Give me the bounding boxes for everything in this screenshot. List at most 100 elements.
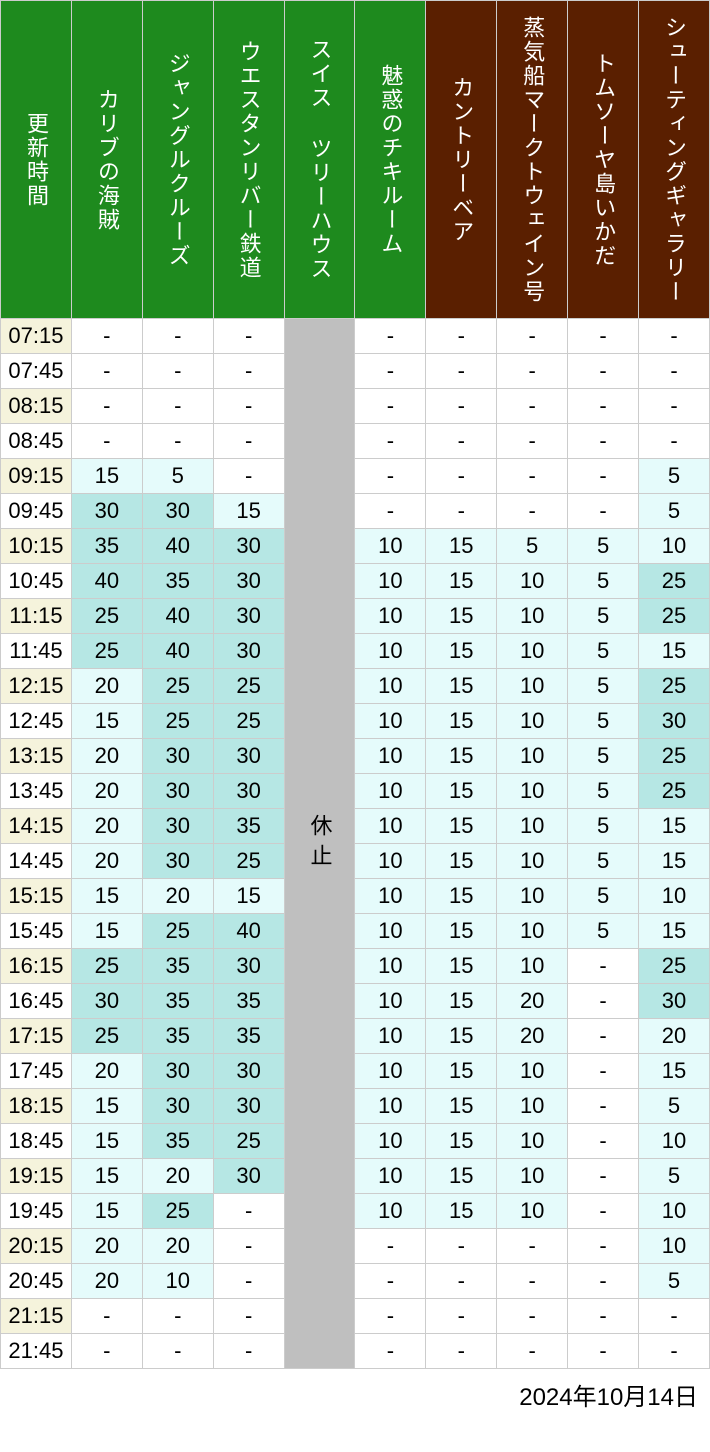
table-row: 12:15202525101510525 <box>1 669 710 704</box>
wait-cell-shoot: 25 <box>639 739 710 774</box>
header-row: 更新時間カリブの海賊ジャングルクルーズウエスタンリバー鉄道スイス ツリーハウス魅… <box>1 1 710 319</box>
wait-cell-jungle: 40 <box>142 599 213 634</box>
table-row: 10:45403530101510525 <box>1 564 710 599</box>
wait-cell-country: - <box>426 494 497 529</box>
wait-cell-shoot: 30 <box>639 704 710 739</box>
table-row: 18:15153030101510-5 <box>1 1089 710 1124</box>
wait-cell-tom: - <box>568 494 639 529</box>
wait-time-table: 更新時間カリブの海賊ジャングルクルーズウエスタンリバー鉄道スイス ツリーハウス魅… <box>0 0 710 1369</box>
wait-cell-jungle: 30 <box>142 1089 213 1124</box>
time-cell: 12:45 <box>1 704 72 739</box>
wait-cell-shoot: 10 <box>639 879 710 914</box>
wait-cell-shoot: 5 <box>639 459 710 494</box>
wait-cell-shoot: 5 <box>639 1089 710 1124</box>
wait-cell-western: - <box>213 389 284 424</box>
table-row: 09:15155-----5 <box>1 459 710 494</box>
wait-cell-western: 30 <box>213 739 284 774</box>
wait-cell-shoot: 15 <box>639 914 710 949</box>
header-swiss: スイス ツリーハウス <box>284 1 355 319</box>
wait-cell-tiki: 10 <box>355 844 426 879</box>
wait-cell-jungle: 30 <box>142 774 213 809</box>
wait-cell-jungle: 40 <box>142 529 213 564</box>
wait-cell-tiki: 10 <box>355 1124 426 1159</box>
wait-cell-jungle: 35 <box>142 949 213 984</box>
table-row: 07:45-------- <box>1 354 710 389</box>
wait-cell-country: - <box>426 424 497 459</box>
wait-cell-country: 15 <box>426 984 497 1019</box>
wait-cell-caribb: 40 <box>71 564 142 599</box>
wait-cell-tiki: 10 <box>355 879 426 914</box>
wait-cell-western: - <box>213 1299 284 1334</box>
wait-cell-shoot: 30 <box>639 984 710 1019</box>
wait-cell-tom: - <box>568 1229 639 1264</box>
wait-cell-twain: 10 <box>497 844 568 879</box>
header-tom: トムソーヤ島いかだ <box>568 1 639 319</box>
wait-cell-western: 30 <box>213 774 284 809</box>
wait-cell-caribb: 15 <box>71 459 142 494</box>
wait-cell-country: 15 <box>426 1194 497 1229</box>
wait-cell-twain: 10 <box>497 704 568 739</box>
wait-cell-country: 15 <box>426 564 497 599</box>
table-row: 11:15254030101510525 <box>1 599 710 634</box>
wait-cell-twain: - <box>497 389 568 424</box>
wait-cell-shoot: - <box>639 1299 710 1334</box>
wait-cell-western: 25 <box>213 669 284 704</box>
wait-cell-twain: 10 <box>497 809 568 844</box>
wait-cell-country: - <box>426 354 497 389</box>
wait-cell-tiki: - <box>355 354 426 389</box>
wait-cell-tiki: 10 <box>355 949 426 984</box>
time-cell: 19:15 <box>1 1159 72 1194</box>
time-cell: 20:45 <box>1 1264 72 1299</box>
time-cell: 18:45 <box>1 1124 72 1159</box>
wait-cell-country: - <box>426 319 497 354</box>
wait-cell-western: 40 <box>213 914 284 949</box>
wait-cell-jungle: 35 <box>142 1124 213 1159</box>
wait-cell-tiki: 10 <box>355 1019 426 1054</box>
wait-cell-twain: 10 <box>497 599 568 634</box>
header-caribb: カリブの海賊 <box>71 1 142 319</box>
wait-cell-twain: 10 <box>497 1089 568 1124</box>
wait-cell-shoot: 5 <box>639 1264 710 1299</box>
wait-cell-western: 25 <box>213 1124 284 1159</box>
wait-cell-tiki: 10 <box>355 984 426 1019</box>
wait-cell-jungle: - <box>142 424 213 459</box>
header-jungle: ジャングルクルーズ <box>142 1 213 319</box>
wait-cell-country: 15 <box>426 669 497 704</box>
wait-cell-western: - <box>213 319 284 354</box>
wait-cell-country: 15 <box>426 1054 497 1089</box>
wait-cell-jungle: - <box>142 354 213 389</box>
wait-cell-tiki: 10 <box>355 1194 426 1229</box>
wait-cell-tiki: - <box>355 424 426 459</box>
wait-cell-western: 30 <box>213 634 284 669</box>
date-label: 2024年10月14日 <box>0 1369 710 1416</box>
wait-cell-shoot: 15 <box>639 1054 710 1089</box>
wait-cell-jungle: - <box>142 319 213 354</box>
wait-cell-caribb: 25 <box>71 599 142 634</box>
wait-cell-tiki: 10 <box>355 704 426 739</box>
time-cell: 10:15 <box>1 529 72 564</box>
wait-cell-tiki: - <box>355 389 426 424</box>
wait-cell-tom: - <box>568 1264 639 1299</box>
wait-cell-western: 30 <box>213 949 284 984</box>
wait-cell-twain: 10 <box>497 1194 568 1229</box>
header-time: 更新時間 <box>1 1 72 319</box>
wait-cell-shoot: 25 <box>639 669 710 704</box>
wait-cell-tiki: 10 <box>355 529 426 564</box>
wait-cell-tiki: 10 <box>355 914 426 949</box>
wait-cell-jungle: 30 <box>142 809 213 844</box>
wait-cell-western: - <box>213 1194 284 1229</box>
wait-cell-jungle: - <box>142 1299 213 1334</box>
wait-cell-jungle: - <box>142 1334 213 1369</box>
wait-cell-caribb: 35 <box>71 529 142 564</box>
wait-cell-tom: - <box>568 1194 639 1229</box>
table-row: 17:45203030101510-15 <box>1 1054 710 1089</box>
header-western: ウエスタンリバー鉄道 <box>213 1 284 319</box>
wait-cell-jungle: 30 <box>142 844 213 879</box>
wait-cell-tom: - <box>568 354 639 389</box>
wait-cell-caribb: 30 <box>71 984 142 1019</box>
wait-cell-tiki: 10 <box>355 669 426 704</box>
wait-cell-jungle: 20 <box>142 1229 213 1264</box>
wait-cell-western: 30 <box>213 1054 284 1089</box>
time-cell: 18:15 <box>1 1089 72 1124</box>
wait-cell-shoot: 20 <box>639 1019 710 1054</box>
